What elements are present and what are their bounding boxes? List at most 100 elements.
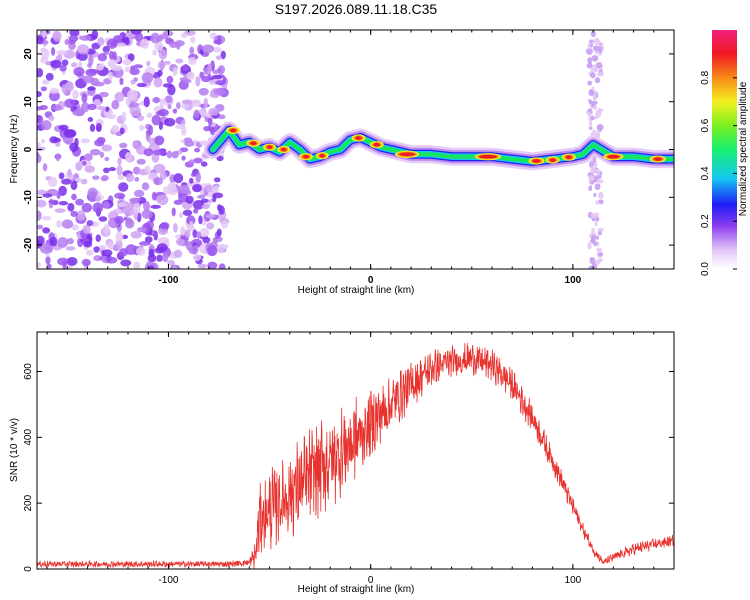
noise-blob <box>84 153 93 161</box>
noise-blob <box>133 77 139 82</box>
noise-blob <box>150 32 161 44</box>
noise-blob <box>201 203 210 210</box>
noise-blob <box>184 140 195 147</box>
noise-blob <box>76 210 86 221</box>
noise-blob <box>152 149 165 156</box>
noise-blob <box>56 219 63 229</box>
noise-streak-blob <box>595 200 599 205</box>
noise-blob <box>96 64 104 71</box>
noise-blob <box>120 259 132 267</box>
noise-blob <box>172 265 178 269</box>
ridge-hotspot <box>653 157 662 161</box>
y-tick-label: 200 <box>23 494 34 511</box>
noise-blob <box>167 182 177 191</box>
noise-streak-blob <box>585 47 593 55</box>
spectrogram-x-ticks: -100 0 100 <box>46 30 675 286</box>
noise-blob <box>37 235 45 246</box>
noise-blob <box>182 79 192 84</box>
noise-blob <box>136 226 148 233</box>
noise-blob <box>217 204 222 211</box>
noise-blob <box>191 100 202 107</box>
noise-blob <box>119 77 124 86</box>
noise-blob <box>37 35 44 45</box>
noise-blob <box>156 254 164 262</box>
noise-blob <box>101 144 113 152</box>
noise-blob <box>37 114 44 125</box>
noise-blob <box>192 229 198 238</box>
noise-blob <box>182 209 193 216</box>
noise-blob <box>181 155 186 161</box>
noise-streak-blob <box>597 228 605 232</box>
noise-blob <box>216 155 224 162</box>
noise-blob <box>135 32 144 43</box>
noise-blob <box>178 212 184 218</box>
noise-blob <box>45 256 51 265</box>
noise-streak-blob <box>589 90 594 95</box>
noise-streak-blob <box>596 247 603 252</box>
noise-blob <box>51 104 62 112</box>
spectrogram-y-label: Frequency (Hz) <box>9 115 20 184</box>
noise-blob <box>162 253 169 263</box>
noise-blob <box>106 38 118 49</box>
noise-blob <box>41 79 50 85</box>
noise-blob <box>92 202 104 214</box>
noise-blob <box>191 245 199 255</box>
y-tick-label: 0 <box>23 566 34 572</box>
noise-blob <box>41 120 52 131</box>
noise-blob <box>67 202 75 212</box>
noise-blob <box>61 59 69 67</box>
noise-blob <box>200 161 208 167</box>
noise-blob <box>61 84 67 94</box>
noise-blob <box>37 91 42 98</box>
noise-blob <box>91 42 101 50</box>
noise-blob <box>81 92 88 103</box>
noise-streak-blob <box>596 259 601 264</box>
noise-blob <box>165 95 173 104</box>
noise-streak-blob <box>596 72 604 77</box>
noise-blob <box>173 249 183 258</box>
noise-blob <box>52 137 62 143</box>
y-tick-label: 10 <box>23 96 34 108</box>
noise-streak-blob <box>597 191 604 199</box>
noise-blob <box>158 48 168 60</box>
noise-blob <box>129 102 140 108</box>
noise-blob <box>64 39 70 46</box>
noise-blob <box>49 236 58 247</box>
noise-blob <box>213 184 219 194</box>
ridge-hotspot <box>549 158 556 162</box>
noise-blob <box>212 69 220 75</box>
noise-blob <box>197 263 208 269</box>
x-tick-label: 100 <box>565 575 582 586</box>
noise-blob <box>130 30 142 35</box>
noise-blob <box>99 91 109 98</box>
snr-panel: -100 0 100 0 200 400 600 Height of straight l… <box>9 331 675 595</box>
noise-blob <box>121 111 127 122</box>
noise-blob <box>41 138 46 144</box>
noise-streak-blob <box>588 175 595 182</box>
x-tick-label: -100 <box>158 575 178 586</box>
noise-blob <box>73 67 85 77</box>
noise-blob <box>171 150 179 159</box>
noise-blob <box>82 75 95 84</box>
colorbar-tick-label: 0.6 <box>700 118 711 132</box>
noise-blob <box>136 158 146 165</box>
noise-blob <box>212 236 219 245</box>
noise-blob <box>171 207 176 217</box>
noise-blob <box>81 202 93 213</box>
noise-blob <box>126 89 138 101</box>
noise-blob <box>129 105 141 117</box>
ridge-hotspot <box>230 128 237 133</box>
y-tick-label: -10 <box>23 190 34 205</box>
spectrogram-ridge <box>203 121 674 171</box>
noise-blob <box>189 220 194 231</box>
noise-blob <box>207 117 213 126</box>
noise-blob <box>172 223 178 233</box>
noise-blob <box>97 106 107 111</box>
noise-blob <box>58 185 67 196</box>
noise-blob <box>41 30 47 38</box>
noise-blob <box>99 151 105 158</box>
noise-blob <box>111 124 120 133</box>
noise-blob <box>143 148 154 157</box>
noise-blob <box>153 77 163 88</box>
noise-blob <box>196 231 202 239</box>
